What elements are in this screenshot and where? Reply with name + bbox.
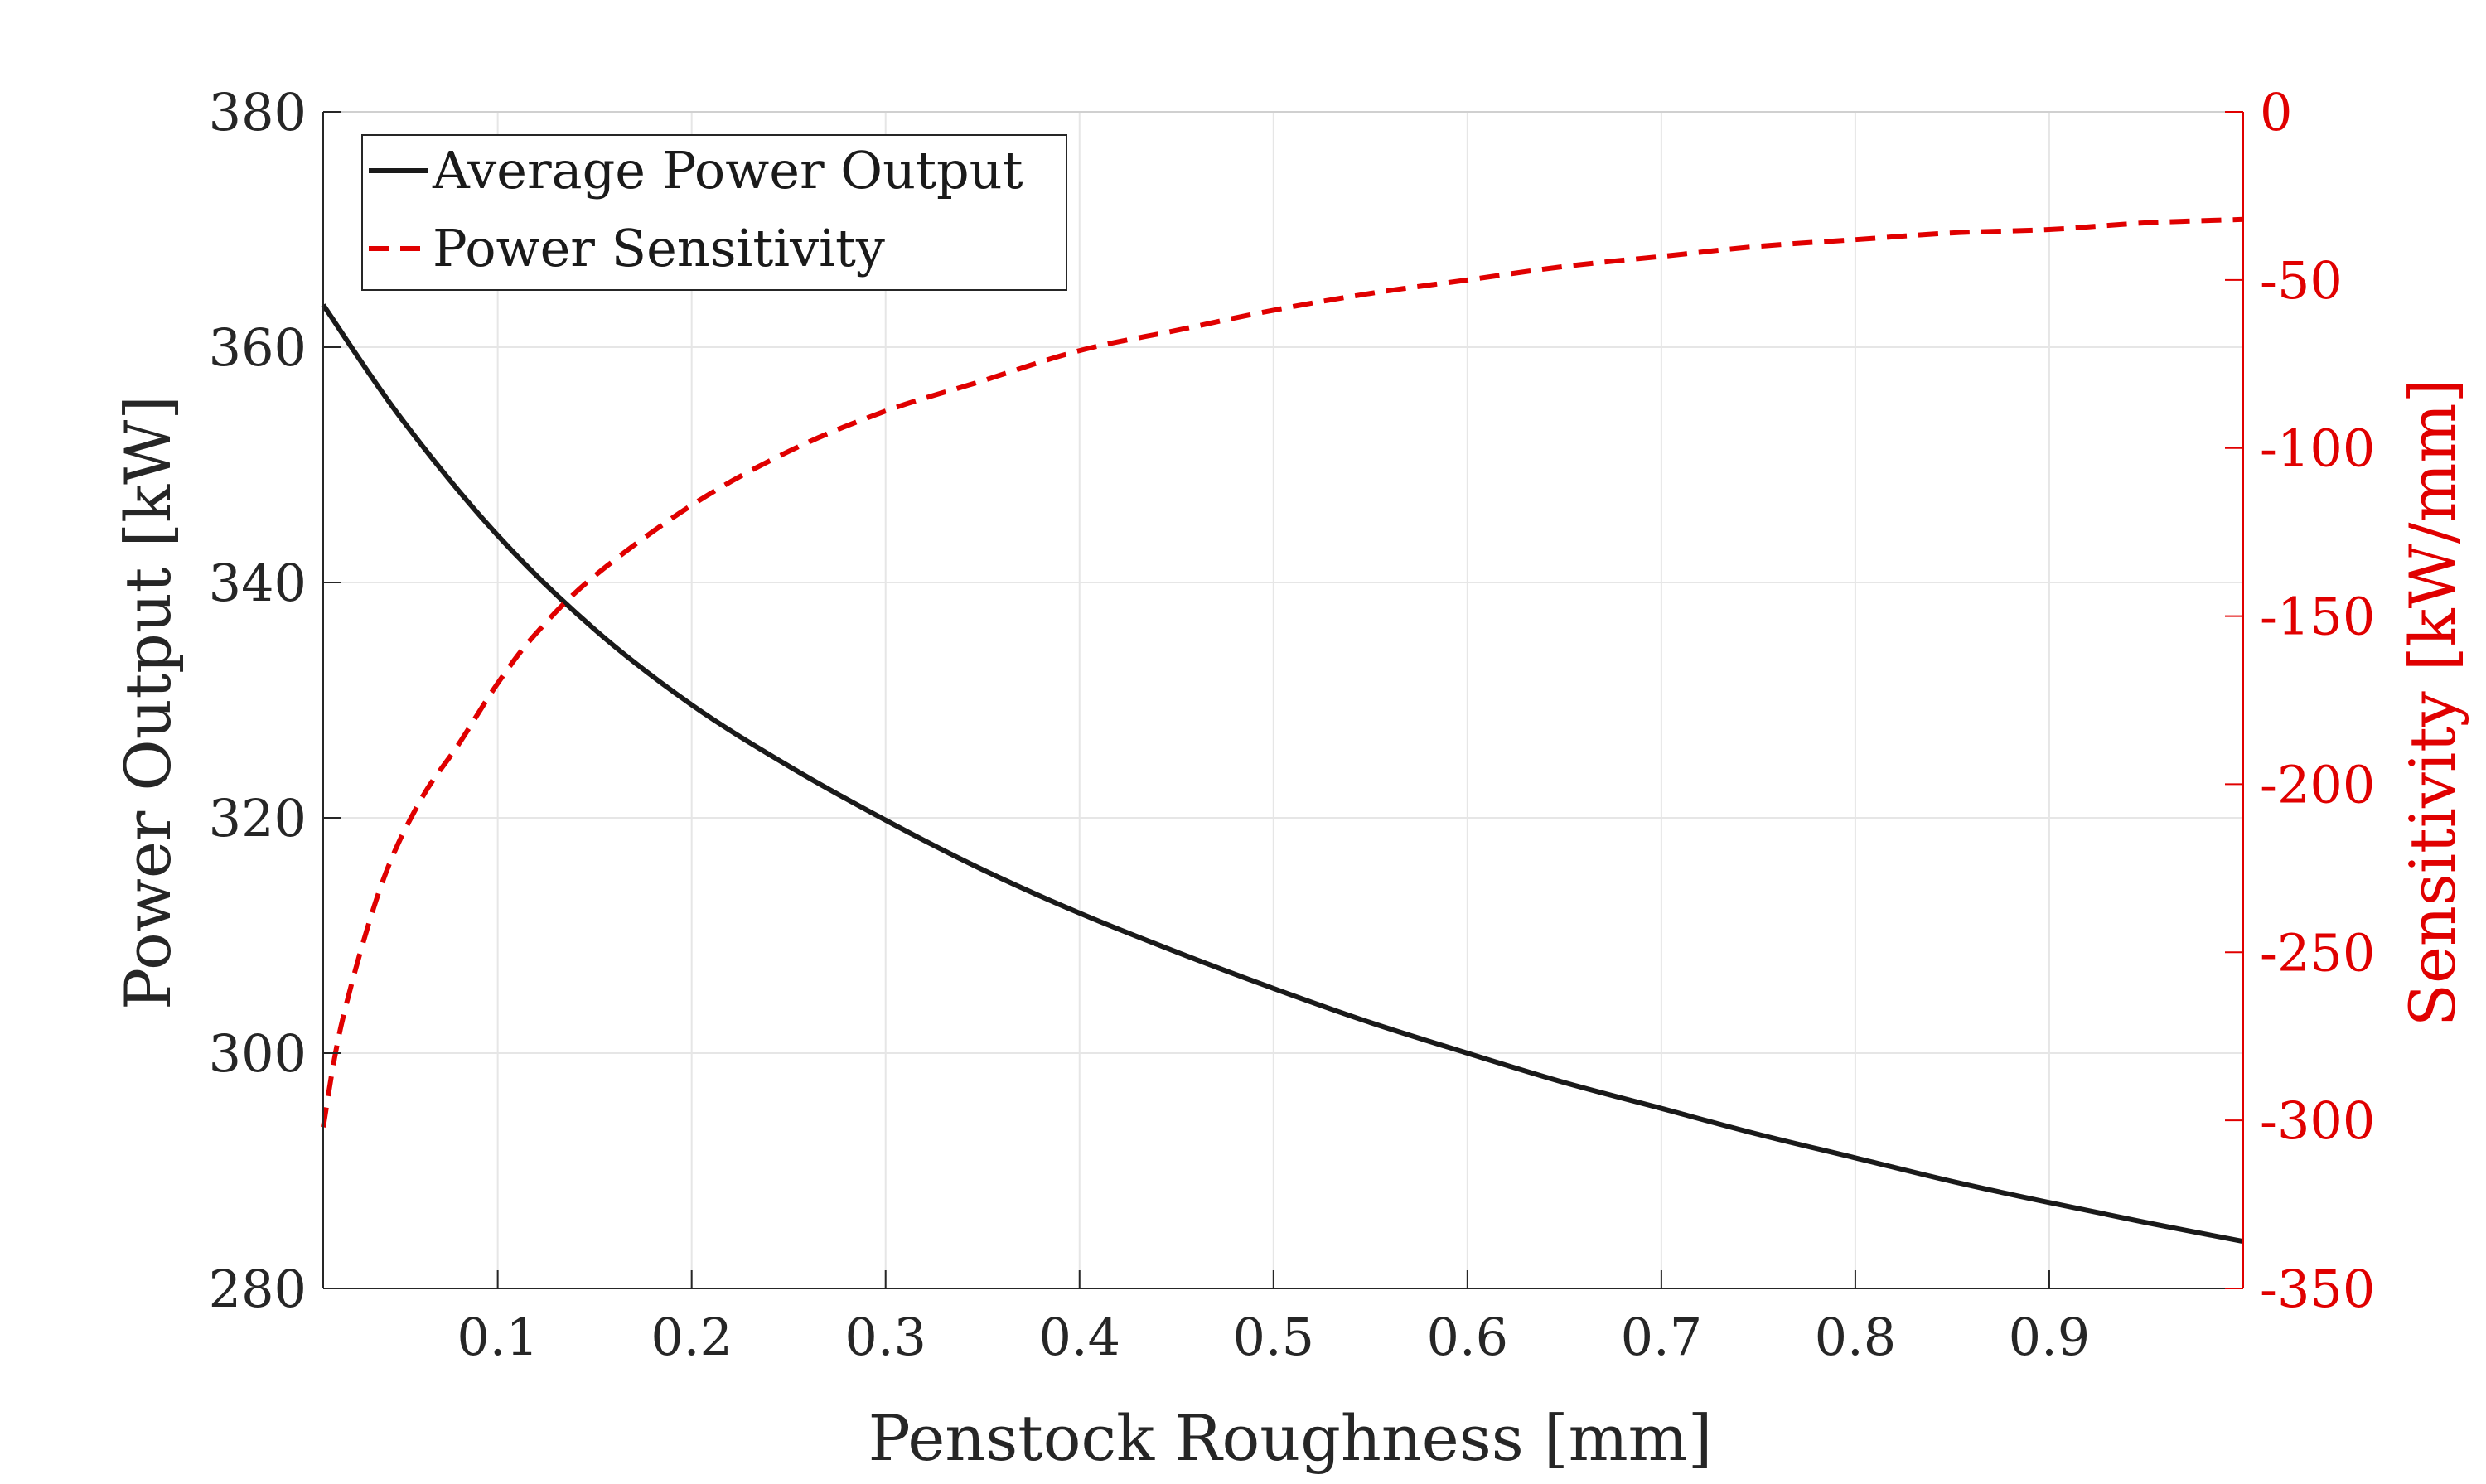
y-right-tick-label: 0: [2260, 82, 2292, 143]
legend-label-power-output: Average Power Output: [432, 140, 1023, 201]
y-left-tick-label: 380: [209, 82, 307, 143]
tick-labels: 0.1 0.2 0.3 0.4 0.5 0.6 0.7 0.8 0.9 280 300 320 340 3…: [209, 82, 2376, 1367]
y-right-tick-label: -300: [2260, 1090, 2375, 1151]
x-tick-label: 0.2: [651, 1307, 733, 1367]
x-tick-label: 0.4: [1038, 1307, 1120, 1367]
y-right-tick-label: -250: [2260, 922, 2375, 983]
y-left-tick-label: 280: [209, 1259, 307, 1319]
y-left-tick-label: 360: [209, 317, 307, 378]
x-tick-label: 0.5: [1232, 1307, 1314, 1367]
x-tick-label: 0.6: [1427, 1307, 1509, 1367]
series-line-average-power-output: [321, 303, 2244, 1245]
y-axis-right-label: Sensitivity [kW/mm]: [2396, 379, 2469, 1027]
y-right-tick-label: -350: [2260, 1259, 2375, 1319]
legend: Average Power Output Power Sensitivity: [361, 134, 1067, 291]
y-right-tick-label: -150: [2260, 587, 2375, 647]
x-tick-label: 0.1: [457, 1307, 539, 1367]
y-axis-left-label: Power Output [kW]: [111, 395, 185, 1010]
y-left-tick-label: 300: [209, 1023, 307, 1084]
legend-label-power-sensitivity: Power Sensitivity: [433, 218, 885, 278]
series-group: [321, 216, 2244, 1245]
x-tick-label: 0.3: [844, 1307, 926, 1367]
axes: [322, 111, 2244, 1289]
y-right-tick-label: -50: [2260, 250, 2343, 311]
x-tick-label: 0.8: [1815, 1307, 1897, 1367]
x-tick-label: 0.7: [1621, 1307, 1703, 1367]
y-left-tick-label: 340: [209, 553, 307, 613]
legend-box: [361, 134, 1067, 291]
y-left-tick-label: 320: [209, 788, 307, 848]
y-right-tick-label: -100: [2260, 418, 2375, 479]
y-right-tick-label: -200: [2260, 754, 2375, 815]
x-axis-label: Penstock Roughness [mm]: [868, 1401, 1713, 1475]
x-tick-label: 0.9: [2009, 1307, 2091, 1367]
